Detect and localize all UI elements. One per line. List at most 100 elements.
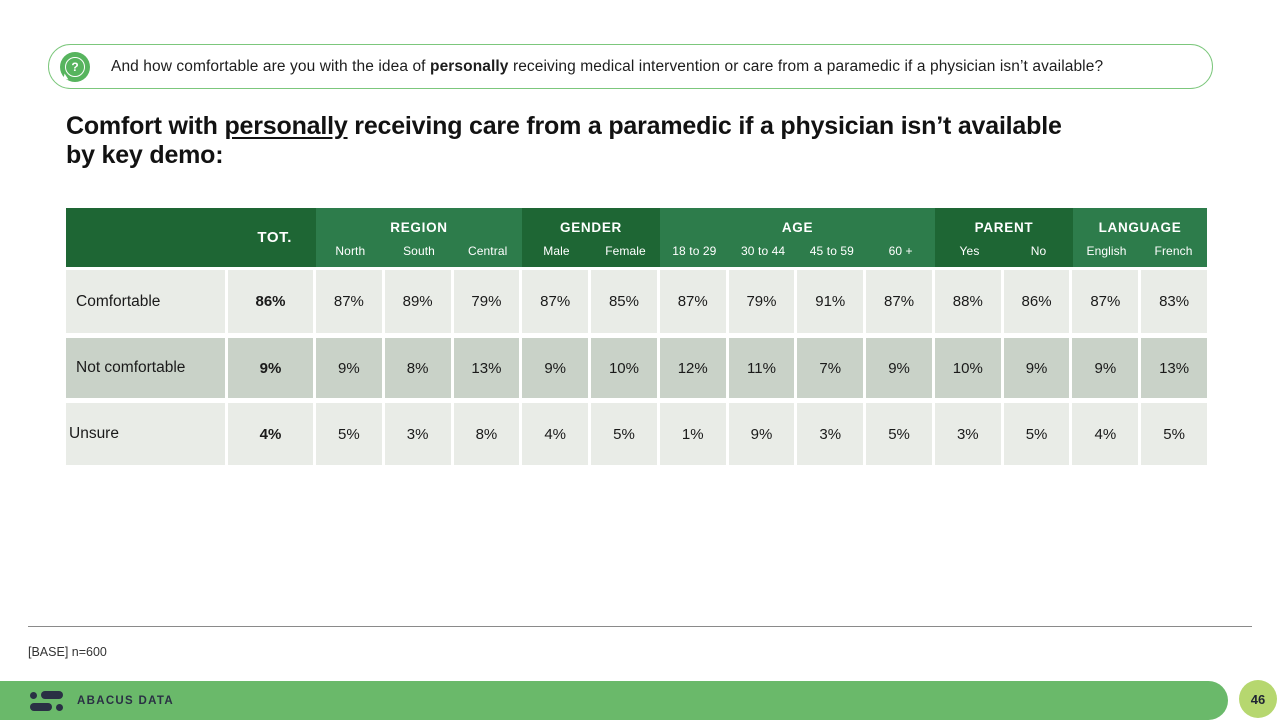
total-column-header: TOT. [257, 229, 292, 246]
column-header: South [403, 244, 435, 258]
brand-name: ABACUS DATA [77, 694, 174, 707]
table-cell: 3% [934, 403, 1001, 465]
table-cell: 8% [384, 338, 451, 398]
group-label: REGION [390, 220, 448, 235]
table-cell-total: 9% [228, 338, 313, 398]
column-header: French [1154, 244, 1193, 258]
column-header: No [1030, 244, 1047, 258]
page-number-badge: 46 [1239, 680, 1277, 718]
header-group-parent: PARENT Yes No [935, 208, 1073, 267]
question-text-suffix: receiving medical intervention or care f… [508, 57, 1104, 75]
table-cell: 1% [659, 403, 726, 465]
table-cell: 3% [384, 403, 451, 465]
table-cell: 9% [866, 338, 932, 398]
row-label: Unsure [66, 403, 225, 465]
table-cell-total: 4% [228, 403, 313, 465]
table-cell: 11% [728, 338, 795, 398]
table-cell: 3% [797, 403, 864, 465]
table-cell: 10% [591, 338, 657, 398]
question-mark-glyph: ? [71, 59, 79, 74]
table-cell: 87% [659, 270, 726, 333]
row-label: Comfortable [66, 270, 225, 333]
table-cell: 8% [453, 403, 520, 465]
table-cell: 13% [1141, 338, 1207, 398]
table-cell: 89% [384, 270, 451, 333]
column-header: 30 to 44 [741, 244, 786, 258]
table-cell: 7% [797, 338, 864, 398]
bottom-bar: ABACUS DATA [0, 681, 1228, 720]
question-bubble-icon: ? [60, 51, 90, 82]
header-group-language: LANGUAGE English French [1073, 208, 1207, 267]
table-cell: 4% [522, 403, 589, 465]
column-header: Central [467, 244, 508, 258]
header-group-gender: GENDER Male Female [522, 208, 660, 267]
subcolumn-headers: North South Central [316, 235, 522, 267]
page-title: Comfort with personally receiving care f… [66, 112, 1081, 170]
question-box: ? And how comfortable are you with the i… [48, 44, 1213, 89]
table-cell-total: 86% [228, 270, 313, 333]
footer-divider [28, 626, 1252, 627]
row-label: Not comfortable [66, 338, 225, 398]
question-text-prefix: And how comfortable are you with the ide… [111, 57, 430, 75]
table-cell: 85% [591, 270, 657, 333]
group-label: LANGUAGE [1098, 220, 1182, 235]
subcolumn-headers: English French [1073, 235, 1207, 267]
table-cell: 5% [1003, 403, 1070, 465]
table-cell: 88% [934, 270, 1001, 333]
header-group-region: REGION North South Central [316, 208, 522, 267]
group-label: GENDER [560, 220, 622, 235]
column-header: Male [543, 244, 570, 258]
logo-dot [30, 691, 37, 699]
table-cell: 5% [316, 403, 382, 465]
table-cell: 13% [453, 338, 520, 398]
table-cell: 79% [728, 270, 795, 333]
subcolumn-headers: Male Female [522, 235, 660, 267]
table-cell: 10% [934, 338, 1001, 398]
table-cell: 9% [316, 338, 382, 398]
table-cell: 5% [1141, 403, 1207, 465]
table-cell: 9% [522, 338, 589, 398]
table-cell: 5% [866, 403, 932, 465]
table-cell: 87% [316, 270, 382, 333]
column-header: English [1086, 244, 1127, 258]
group-label: AGE [781, 220, 814, 235]
table-row-not-comfortable: Not comfortable 9% 9% 8% 13% 9% 10% 12% … [66, 338, 1207, 398]
logo-dot [56, 703, 63, 711]
title-underlined: personally [224, 112, 348, 140]
group-label: PARENT [974, 220, 1034, 235]
table-cell: 87% [522, 270, 589, 333]
table-cell: 9% [728, 403, 795, 465]
abacus-data-logo-icon [30, 690, 64, 712]
bubble-outline: ? [65, 56, 85, 77]
logo-bar [41, 690, 63, 699]
header-total: TOT. [66, 208, 316, 267]
subcolumn-headers: Yes No [935, 235, 1073, 267]
table-cell: 87% [866, 270, 932, 333]
column-header: 45 to 59 [809, 244, 854, 258]
column-header: Yes [959, 244, 980, 258]
table-cell: 91% [797, 270, 864, 333]
column-header: 60 + [888, 244, 913, 258]
table-cell: 9% [1003, 338, 1070, 398]
logo-bar [30, 702, 52, 711]
table-cell: 86% [1003, 270, 1070, 333]
table-cell: 83% [1141, 270, 1207, 333]
table-header: TOT. REGION North South Central GENDER M… [66, 208, 1207, 267]
demo-table: TOT. REGION North South Central GENDER M… [66, 208, 1207, 465]
title-pre: Comfort with [66, 112, 225, 140]
table-cell: 87% [1072, 270, 1139, 333]
table-cell: 12% [659, 338, 726, 398]
subcolumn-headers: 18 to 29 30 to 44 45 to 59 60 + [660, 235, 935, 267]
table-cell: 4% [1072, 403, 1139, 465]
column-header: North [335, 244, 366, 258]
table-row-unsure: Unsure 4% 5% 3% 8% 4% 5% 1% 9% 3% 5% 3% … [66, 403, 1207, 465]
table-cell: 79% [453, 270, 520, 333]
column-header: Female [605, 244, 646, 258]
base-note: [BASE] n=600 [28, 645, 107, 659]
column-header: 18 to 29 [672, 244, 717, 258]
question-text: And how comfortable are you with the ide… [111, 58, 1103, 76]
header-group-age: AGE 18 to 29 30 to 44 45 to 59 60 + [660, 208, 935, 267]
title-post: receiving care from a paramedic if a phy… [66, 112, 1062, 169]
table-row-comfortable: Comfortable 86% 87% 89% 79% 87% 85% 87% … [66, 270, 1207, 333]
